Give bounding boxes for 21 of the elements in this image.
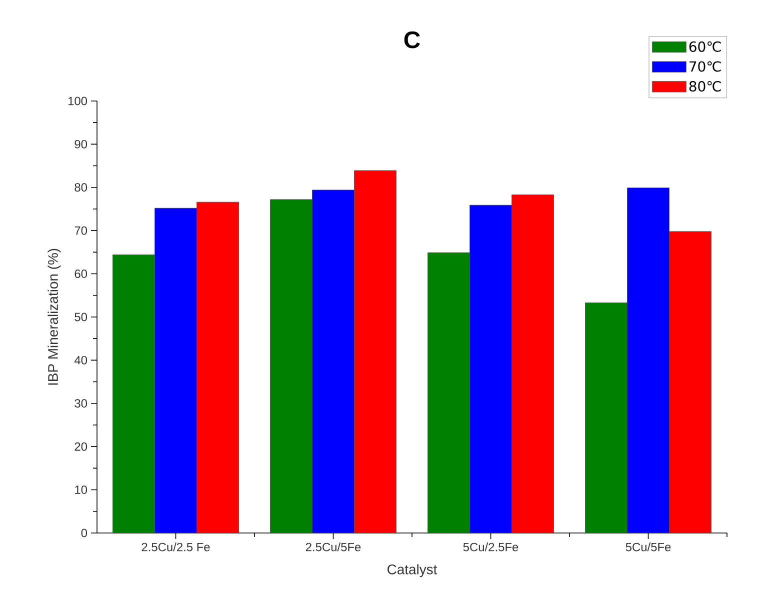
y-axis-title: IBP Mineralization (%) (48, 248, 61, 385)
y-tick-label: 90 (74, 140, 88, 148)
x-axis-title: Catalyst (388, 564, 438, 578)
legend-label: 60℃ (689, 41, 721, 52)
y-tick-label: 70 (74, 226, 88, 235)
x-tick-label: 5Cu/2.5Fe (463, 542, 518, 552)
chart-title: C (404, 31, 420, 48)
y-tick-label: 10 (75, 486, 88, 494)
y-tick-label: 40 (74, 356, 88, 364)
x-tick-label: 2.5Cu/5Fe (306, 542, 361, 552)
y-tick-label: 80 (74, 183, 88, 192)
y-tick-label: 50 (74, 312, 88, 322)
legend-label: 80℃ (689, 81, 721, 92)
x-tick-label: 5Cu/5Fe (626, 542, 671, 552)
y-tick-label: 0 (81, 528, 88, 538)
x-tick-label: 2.5Cu/2.5 Fe (142, 542, 210, 552)
y-tick-label: 60 (74, 270, 88, 278)
y-tick-label: 30 (74, 399, 88, 408)
y-tick-label: 20 (74, 442, 88, 451)
y-tick-label: 100 (68, 96, 88, 106)
legend-label: 70℃ (690, 61, 721, 72)
